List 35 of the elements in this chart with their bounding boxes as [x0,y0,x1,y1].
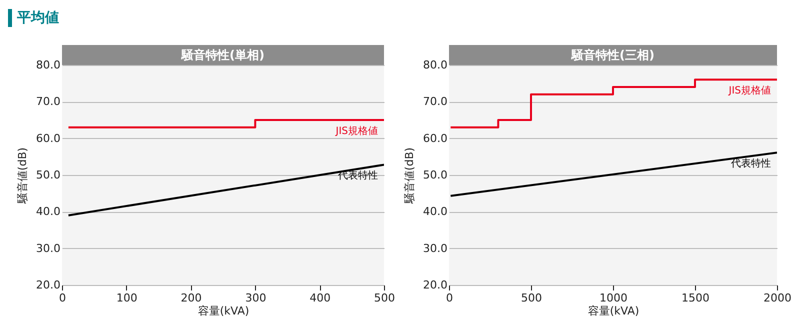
y-tick-label: 70.0 [36,95,60,108]
y-axis-title: 騒音値(dB) [16,147,30,205]
y-tick-label: 20.0 [423,278,448,292]
series-label: JIS規格値 [728,84,771,97]
x-tick-label: 500 [374,292,395,304]
text: 平均値 [17,9,59,27]
y-tick-label: 60.0 [423,132,448,145]
y-tick-label: 80.0 [423,58,448,72]
x-tick-label: 0 [446,292,453,304]
chart-title: 騒音特性(単相) [62,45,384,65]
x-axis-title: 容量(kVA) [588,304,640,318]
y-axis-title: 騒音値(dB) [403,147,416,205]
x-tick-label: 300 [245,292,266,304]
series-label: 代表特性 [730,158,771,170]
x-tick-label: 400 [310,292,331,304]
x-tick-label: 0 [59,292,66,304]
x-tick-label: 100 [116,292,138,304]
x-tick-label: 1000 [600,292,628,304]
y-tick-label: 30.0 [423,242,448,255]
y-tick-label: 30.0 [36,242,60,255]
x-tick-label: 2000 [764,292,792,304]
y-tick-label: 20.0 [36,278,60,292]
x-tick-label: 500 [521,292,542,304]
x-tick-label: 200 [180,292,202,304]
y-tick-label: 80.0 [36,58,60,72]
series-label: JIS規格値 [334,125,378,137]
y-tick-label: 50.0 [36,168,60,182]
x-tick-label: 1500 [682,292,710,304]
y-tick-label: 50.0 [423,168,448,182]
y-tick-label: 60.0 [36,132,60,145]
x-axis-title: 容量(kVA) [198,304,250,318]
y-tick-label: 40.0 [36,205,60,218]
chart-title: 騒音特性(三相) [449,45,777,65]
y-tick-label: 40.0 [423,205,448,218]
y-tick-label: 70.0 [423,95,448,108]
